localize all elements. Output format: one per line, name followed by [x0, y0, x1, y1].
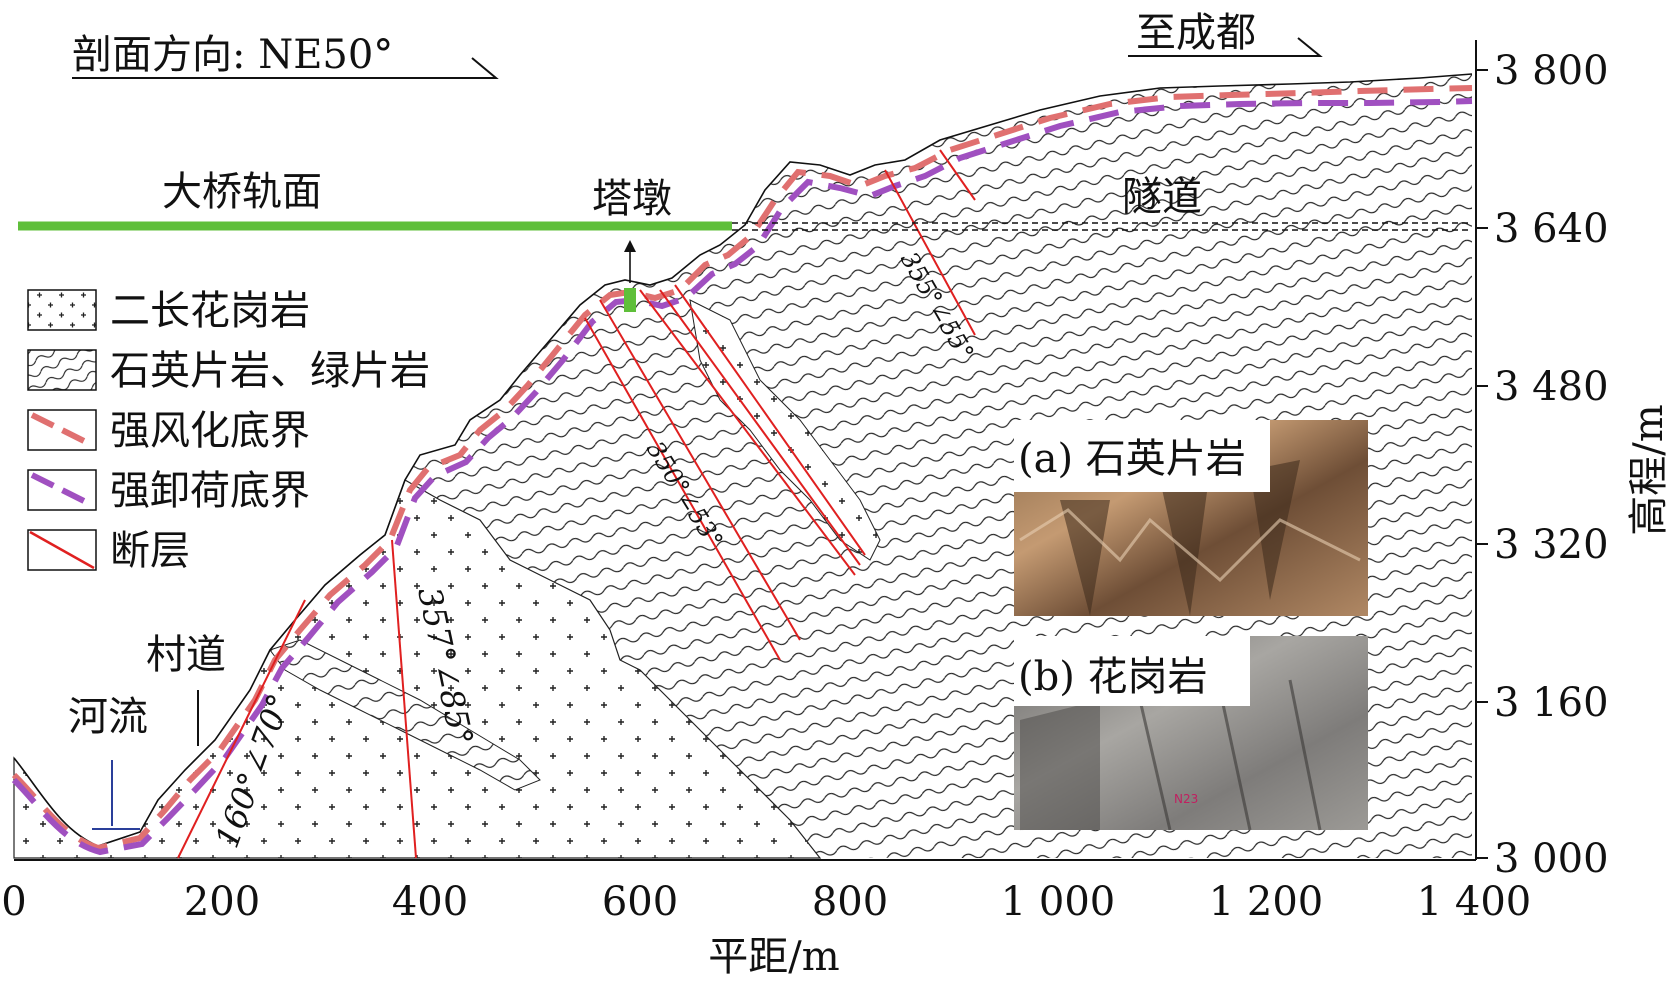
river-label: 河流 [68, 694, 148, 740]
fault-line-6 [659, 289, 861, 566]
y-tick-3640: 3 640 [1494, 206, 1609, 252]
legend-schist-swatch [27, 349, 97, 391]
legend-fault-label: 断层 [110, 528, 190, 574]
section-direction-label: 剖面方向: NE50° [72, 32, 393, 78]
legend-unloading-label: 强卸荷底界 [110, 468, 310, 514]
x-tick-7: 1 400 [1417, 879, 1532, 925]
ground-surface [13, 73, 1473, 847]
x-tick-3: 600 [602, 879, 678, 925]
tower-pier [624, 288, 636, 312]
tunnel-lines [732, 222, 1472, 231]
tower-pier-label: 塔墩 [592, 176, 672, 222]
x-tick-1: 200 [184, 879, 260, 925]
y-tick-labels: 3 000 3 160 3 320 3 480 3 640 3 800 [1494, 48, 1609, 882]
x-tick-0: 0 [1, 879, 26, 925]
bridge-deck-label: 大桥轨面 [162, 169, 322, 215]
photo-b-mark: N23 [1174, 792, 1198, 806]
photo-a-label: (a) 石英片岩 [1018, 436, 1246, 482]
legend: 二长花岗岩 石英片岩、绿片岩 强风化底界 强卸荷底界 断层 [27, 288, 430, 574]
faults [177, 149, 976, 859]
fault-line-7 [674, 284, 866, 556]
village-road-label: 村道 [146, 632, 226, 678]
legend-granite-swatch [27, 289, 97, 331]
fault-line-5 [639, 289, 856, 576]
legend-weathering-label: 强风化底界 [110, 408, 310, 454]
photo-b: (b) 花岗岩 N23 [1014, 636, 1368, 831]
y-tick-3480: 3 480 [1494, 364, 1609, 410]
x-axis-label: 平距/m [708, 934, 839, 980]
chengdu-underline [1128, 37, 1323, 57]
x-tick-2: 400 [392, 879, 468, 925]
y-tick-3160: 3 160 [1494, 680, 1609, 726]
fault-line-3 [584, 317, 781, 661]
legend-granite-label: 二长花岗岩 [110, 288, 310, 334]
x-tick-6: 1 200 [1209, 879, 1324, 925]
fault-line-2 [391, 539, 417, 859]
y-tick-3320: 3 320 [1494, 522, 1609, 568]
x-tick-labels: 0 200 400 600 800 1 000 1 200 1 400 [1, 879, 1531, 925]
fault-line-4 [599, 299, 801, 641]
weathering-boundary [11, 85, 1473, 852]
legend-schist-label: 石英片岩、绿片岩 [110, 348, 430, 394]
direction-underline [72, 57, 499, 79]
to-chengdu-label: 至成都 [1136, 10, 1256, 56]
unloading-boundary [11, 98, 1473, 856]
tunnel-label: 隧道 [1122, 174, 1202, 220]
photo-a: (a) 石英片岩 [1014, 420, 1368, 616]
fault-line-8 [884, 169, 976, 336]
fault-line-1 [177, 599, 306, 859]
y-axis-label: 高程/m [1626, 404, 1672, 535]
x-tick-5: 1 000 [1001, 879, 1116, 925]
x-tick-4: 800 [812, 879, 888, 925]
y-tick-3000: 3 000 [1494, 836, 1609, 882]
y-tick-3800: 3 800 [1494, 48, 1609, 94]
fault-line-9 [939, 149, 976, 201]
photo-b-label: (b) 花岗岩 [1018, 654, 1208, 700]
